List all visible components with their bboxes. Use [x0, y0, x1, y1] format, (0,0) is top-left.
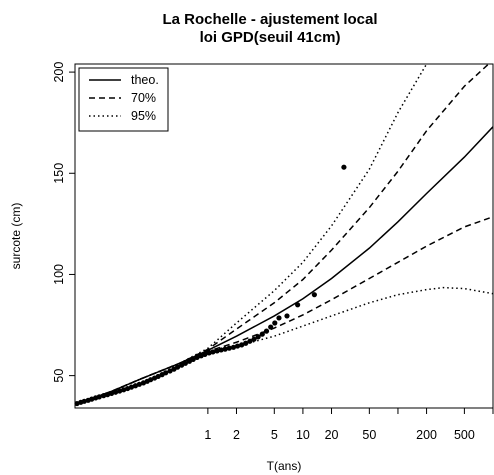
observation-point [101, 393, 107, 399]
observation-point [128, 384, 135, 390]
observation-point [121, 387, 127, 393]
y-axis-label: surcote (cm) [9, 203, 23, 270]
observation-point [148, 377, 154, 383]
observation-point [155, 373, 161, 380]
observation-point [108, 390, 115, 397]
plot-frame [74, 63, 494, 409]
x-tick-label: 50 [362, 428, 376, 442]
legend-label-95: 95% [131, 109, 156, 123]
observation-point [255, 334, 261, 340]
observation-point [295, 302, 301, 308]
observation-point [276, 315, 282, 321]
x-tick-label: 10 [296, 428, 310, 442]
observation-point [81, 398, 87, 404]
observation-point [268, 324, 274, 330]
observation-point [247, 338, 253, 344]
x-tick-label: 200 [416, 428, 437, 442]
x-tick-label: 2 [233, 428, 240, 442]
observation-point [194, 354, 200, 361]
observation-point [259, 331, 265, 337]
observation-point [263, 328, 270, 334]
observation-point [174, 364, 181, 370]
x-tick-label: 5 [271, 428, 278, 442]
observation-point [226, 345, 232, 351]
observations-layer [74, 164, 347, 407]
y-tick-label: 50 [52, 369, 66, 383]
observation-point [104, 392, 111, 398]
series-line-dashed-1 [75, 64, 490, 406]
series-line-dotted-3 [75, 64, 428, 406]
observation-point [251, 336, 257, 342]
x-axis-label: T(ans) [267, 459, 302, 473]
observation-point [163, 370, 169, 376]
series-line-dashed-2 [75, 216, 493, 406]
x-tick-label: 500 [454, 428, 475, 442]
observation-point [341, 164, 347, 170]
observation-point [96, 394, 102, 400]
observation-point [210, 349, 216, 355]
observation-point [136, 381, 142, 387]
x-tick-label: 20 [325, 428, 339, 442]
observation-point [230, 344, 237, 350]
observation-point [190, 356, 196, 363]
observation-point [218, 347, 224, 353]
observation-point [167, 368, 173, 374]
y-tick-label: 200 [52, 62, 66, 83]
observation-point [284, 313, 290, 319]
series-layer [75, 64, 493, 406]
legend-label-theo: theo. [131, 73, 159, 87]
chart-title-line1: La Rochelle - ajustement local [162, 11, 377, 28]
series-line-dotted-4 [75, 286, 493, 406]
observation-point [222, 346, 228, 352]
observation-point [113, 389, 119, 395]
observation-point [243, 340, 249, 346]
x-axis: 1 2 5 10 20 50 200 500 [204, 408, 494, 442]
series-line-solid-0 [75, 126, 493, 406]
observation-point [117, 388, 123, 394]
y-tick-label: 100 [52, 264, 66, 285]
observation-point [272, 320, 278, 326]
legend-box [78, 67, 169, 132]
y-axis: 50 100 150 200 [52, 62, 75, 383]
observation-point [234, 343, 241, 349]
observation-point [89, 396, 95, 402]
legend-label-70: 70% [131, 91, 156, 105]
chart-title-line2: loi GPD(seuil 41cm) [200, 29, 341, 46]
observation-point [202, 351, 208, 357]
y-tick-label: 150 [52, 163, 66, 184]
observation-point [239, 342, 245, 348]
legend: theo. 70% 95% [78, 67, 169, 132]
x-tick-label: 1 [204, 428, 211, 442]
observation-point [311, 292, 317, 298]
observation-point [182, 360, 188, 366]
observation-point [214, 348, 220, 354]
